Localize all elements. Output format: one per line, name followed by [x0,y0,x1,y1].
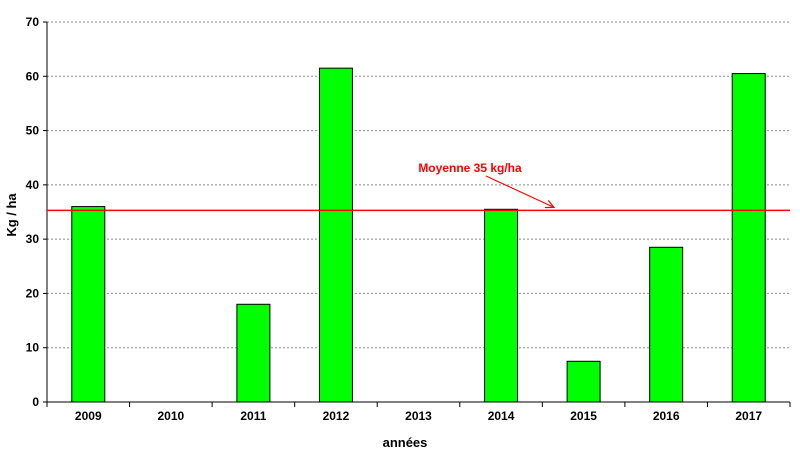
y-axis-title: Kg / ha [4,193,19,237]
bar-2017 [731,73,766,403]
y-tick-label: 0 [32,395,39,409]
x-tick-label: 2017 [735,409,762,423]
x-axis-title: années [383,435,428,450]
y-tick-label: 70 [26,15,40,29]
x-tick-label: 2014 [488,409,515,423]
x-tick-label: 2011 [240,409,266,423]
y-tick-labels: 0 10 20 30 40 50 60 70 [26,15,40,409]
x-tick-label: 2009 [75,409,102,423]
y-tick-label: 60 [26,69,40,83]
bar-2016 [649,246,684,403]
y-tick-label: 50 [26,124,40,138]
annotation-arrow [485,175,555,208]
bar-2012 [318,67,353,403]
average-annotation: Moyenne 35 kg/ha [418,161,522,175]
bar-2015 [566,360,601,403]
bars [71,67,766,403]
annotation-arrowhead [544,200,556,209]
bar-2009 [71,206,106,403]
bar-2014 [484,208,519,403]
x-tick-label: 2012 [323,409,350,423]
axes [43,21,791,407]
reference-line-group [47,175,790,212]
y-tick-label: 30 [26,232,40,246]
y-tick-label: 40 [26,178,40,192]
x-tick-label: 2015 [570,409,597,423]
y-tick-label: 20 [26,286,40,300]
bar-2011 [236,303,271,403]
x-tick-label: 2013 [405,409,432,423]
x-tick-label: 2010 [157,409,184,423]
x-tick-labels: 2009 2010 2011 2012 2013 2014 2015 2016 2017 [75,409,762,423]
y-tick-label: 10 [26,341,40,355]
x-tick-label: 2016 [653,409,680,423]
